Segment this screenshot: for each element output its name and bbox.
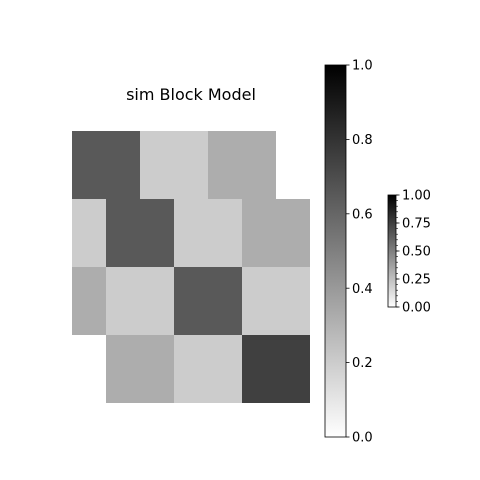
colorbar-tick-label: 0.8 (352, 133, 373, 148)
colorbar-tick-label: 0.00 (402, 301, 431, 316)
heatmap-cell (276, 267, 310, 335)
colorbar-main: 0.0 0.2 0.4 0.6 0.8 1.0 (324, 59, 373, 446)
heatmap-cell (208, 131, 242, 199)
colorbar-tick-label: 1.0 (352, 59, 373, 74)
heatmap-cell (174, 199, 208, 267)
heatmap-cell (208, 335, 242, 403)
heatmap-cell (242, 131, 276, 199)
heatmap-cell (242, 335, 276, 403)
heatmap-cell (140, 335, 174, 403)
colorbar-tick-label: 0.4 (352, 282, 373, 297)
colorbar-small: 0.00 0.25 0.50 0.75 1.00 (387, 189, 431, 316)
colorbar-tick-label: 0.75 (402, 217, 431, 232)
colorbar-tick-label: 0.50 (402, 245, 431, 260)
colorbar-tick-label: 0.25 (402, 273, 431, 288)
colorbar-tick-label: 0.2 (352, 356, 373, 371)
heatmap-cell (72, 267, 106, 335)
colorbar-gradient (387, 194, 397, 308)
heatmap-cell (242, 267, 276, 335)
heatmap-cell (72, 199, 106, 267)
colorbar-tick-label: 0.6 (352, 207, 373, 222)
heatmap-cell (140, 131, 174, 199)
heatmap-cell (174, 267, 208, 335)
chart-title: sim Block Model (126, 85, 256, 104)
heatmap-cell (106, 267, 140, 335)
heatmap-cell (140, 267, 174, 335)
heatmap-cell (174, 335, 208, 403)
heatmap-cell (106, 335, 140, 403)
heatmap-cell (72, 131, 106, 199)
heatmap-cell (106, 131, 140, 199)
heatmap-cell (242, 199, 276, 267)
heatmap-cell (208, 267, 242, 335)
colorbar-tick-label: 0.0 (352, 431, 373, 446)
colorbar-tick-label: 1.00 (402, 189, 431, 204)
heatmap (72, 131, 310, 403)
heatmap-cell (208, 199, 242, 267)
heatmap-cell (276, 335, 310, 403)
heatmap-cell (174, 131, 208, 199)
heatmap-cell (276, 199, 310, 267)
colorbar-gradient (324, 64, 347, 438)
heatmap-cell (140, 199, 174, 267)
heatmap-cell (106, 199, 140, 267)
